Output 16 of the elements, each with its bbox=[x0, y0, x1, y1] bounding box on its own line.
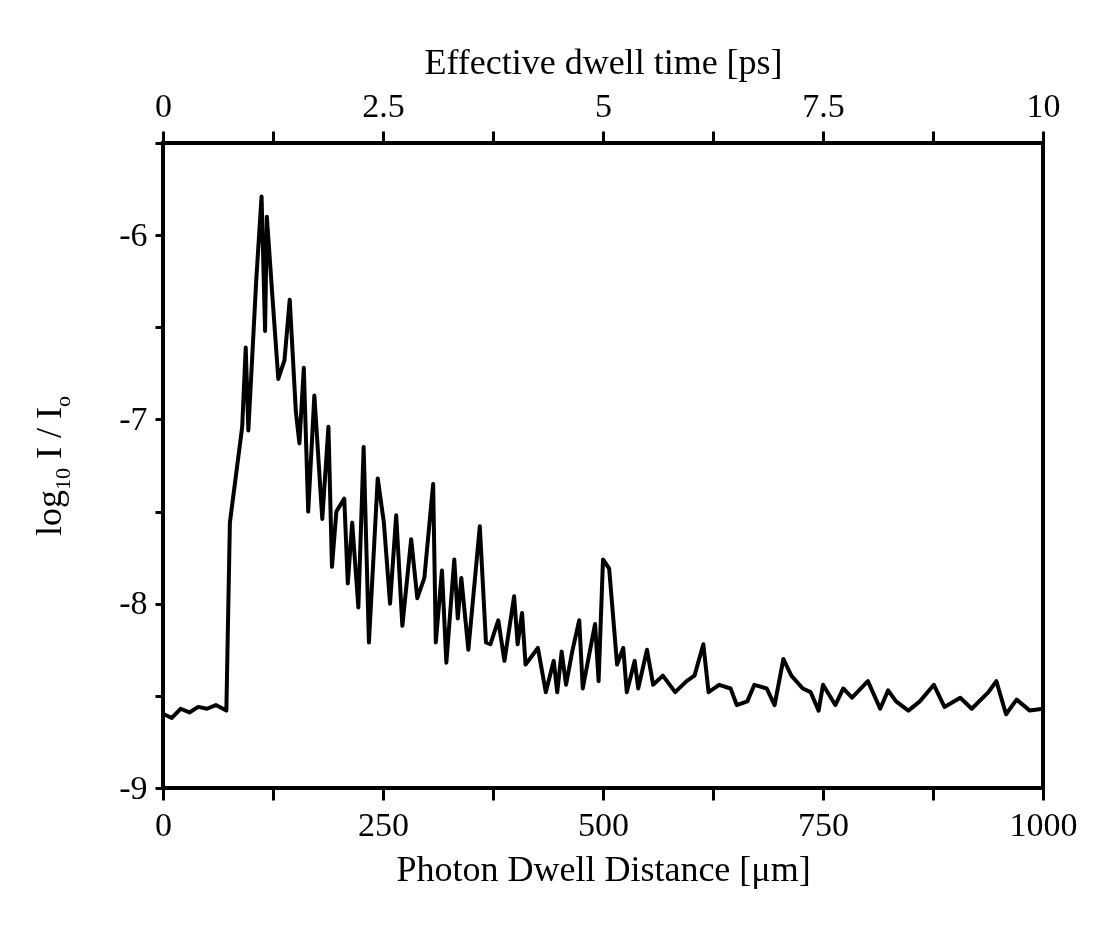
x2-tick-label: 0 bbox=[155, 86, 172, 124]
x2-tick-label: 7.5 bbox=[802, 86, 845, 124]
x-tick-label: 250 bbox=[358, 805, 409, 843]
x2-tick-label: 2.5 bbox=[362, 86, 405, 124]
x-tick-label: 750 bbox=[798, 805, 849, 843]
x-tick-label: 500 bbox=[578, 805, 629, 843]
x-axis-title: Photon Dwell Distance [μm] bbox=[396, 848, 811, 889]
x-tick-label: 0 bbox=[155, 805, 172, 843]
y-tick-label: -8 bbox=[119, 584, 148, 622]
x2-tick-label: 5 bbox=[595, 86, 612, 124]
y-tick-label: -6 bbox=[119, 215, 148, 253]
x-tick-label: 1000 bbox=[1009, 805, 1078, 843]
x2-axis-title: Effective dwell time [ps] bbox=[424, 41, 783, 82]
x2-tick-label: 10 bbox=[1026, 86, 1061, 124]
y-tick-label: -9 bbox=[119, 768, 148, 806]
y-tick-label: -7 bbox=[119, 399, 148, 437]
